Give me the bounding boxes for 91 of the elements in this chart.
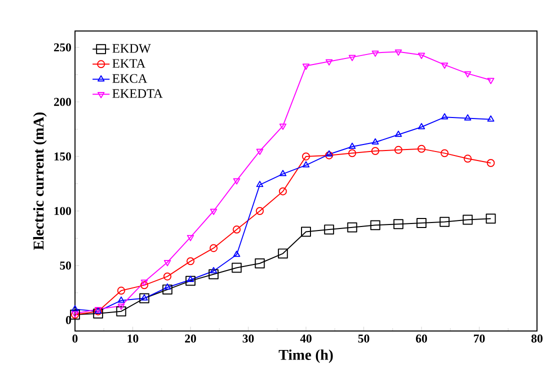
point — [278, 187, 287, 196]
point — [301, 226, 311, 237]
point — [487, 115, 494, 122]
point — [162, 284, 172, 295]
point — [117, 286, 126, 295]
point — [441, 62, 448, 69]
point — [139, 293, 150, 304]
point — [232, 226, 241, 234]
point — [279, 170, 286, 176]
point — [279, 124, 286, 130]
point — [208, 269, 219, 280]
point — [347, 222, 358, 232]
x-tick-label: 0 — [72, 334, 78, 343]
point — [302, 64, 310, 70]
point — [486, 159, 495, 167]
point — [116, 306, 126, 316]
point — [394, 49, 402, 56]
point — [394, 146, 402, 154]
point — [348, 54, 356, 62]
y-tick-label: 50 — [60, 262, 72, 270]
x-tick-label: 20 — [185, 334, 196, 343]
y-tick-label: 100 — [54, 206, 72, 216]
point — [140, 280, 148, 286]
point — [164, 283, 171, 290]
x-tick-label: 50 — [358, 334, 370, 343]
point — [372, 138, 379, 145]
point — [254, 258, 265, 268]
point — [186, 276, 194, 282]
point — [418, 123, 426, 130]
point — [462, 214, 473, 225]
point — [278, 248, 288, 259]
point — [418, 52, 426, 59]
point — [186, 276, 196, 286]
point — [371, 147, 380, 155]
point — [302, 161, 310, 168]
point — [418, 144, 426, 153]
point — [487, 78, 494, 84]
point — [233, 178, 240, 184]
x-tick-label: 40 — [300, 334, 312, 343]
point — [324, 224, 334, 235]
point — [370, 220, 380, 230]
x-tick-label: 10 — [128, 334, 138, 343]
y-axis-title: Electric current (mA) — [33, 112, 47, 250]
point — [464, 154, 472, 163]
point — [326, 150, 333, 157]
point — [348, 149, 356, 158]
point — [232, 262, 242, 273]
point — [393, 219, 404, 230]
point — [256, 180, 264, 188]
legend-label: EKCA — [112, 74, 148, 83]
legend-label: EKTA — [112, 59, 146, 68]
point — [325, 151, 334, 160]
y-tick-label: 0 — [66, 316, 72, 324]
point — [416, 218, 426, 228]
point — [486, 214, 496, 224]
point — [210, 267, 218, 274]
point — [93, 308, 104, 319]
x-tick-label: 70 — [474, 334, 485, 343]
x-tick-label: 30 — [242, 334, 254, 343]
point — [441, 113, 448, 120]
point — [233, 250, 240, 257]
point — [140, 294, 148, 301]
x-tick-label: 60 — [416, 334, 428, 343]
legend-label: EKDW — [112, 44, 151, 53]
point — [140, 281, 148, 290]
point — [118, 296, 125, 303]
point — [326, 59, 333, 66]
y-tick-label: 200 — [54, 98, 72, 106]
point — [348, 142, 356, 149]
legend-label: EKEDTA — [112, 89, 163, 98]
point — [186, 234, 194, 242]
point — [210, 208, 218, 215]
point — [118, 304, 125, 310]
y-tick-label: 250 — [54, 43, 72, 52]
point — [164, 260, 171, 266]
point — [163, 272, 172, 280]
point — [464, 71, 472, 78]
point — [440, 216, 450, 227]
y-tick-label: 150 — [54, 152, 72, 160]
x-tick-label: 80 — [531, 334, 543, 343]
point — [440, 149, 449, 158]
point — [71, 305, 79, 312]
point — [302, 152, 310, 160]
point — [394, 130, 402, 137]
point — [186, 257, 194, 266]
point — [210, 244, 218, 252]
point — [256, 207, 264, 215]
point — [256, 148, 264, 155]
point — [464, 114, 472, 121]
point — [372, 50, 379, 57]
x-axis-title: Time (h) — [278, 349, 333, 363]
